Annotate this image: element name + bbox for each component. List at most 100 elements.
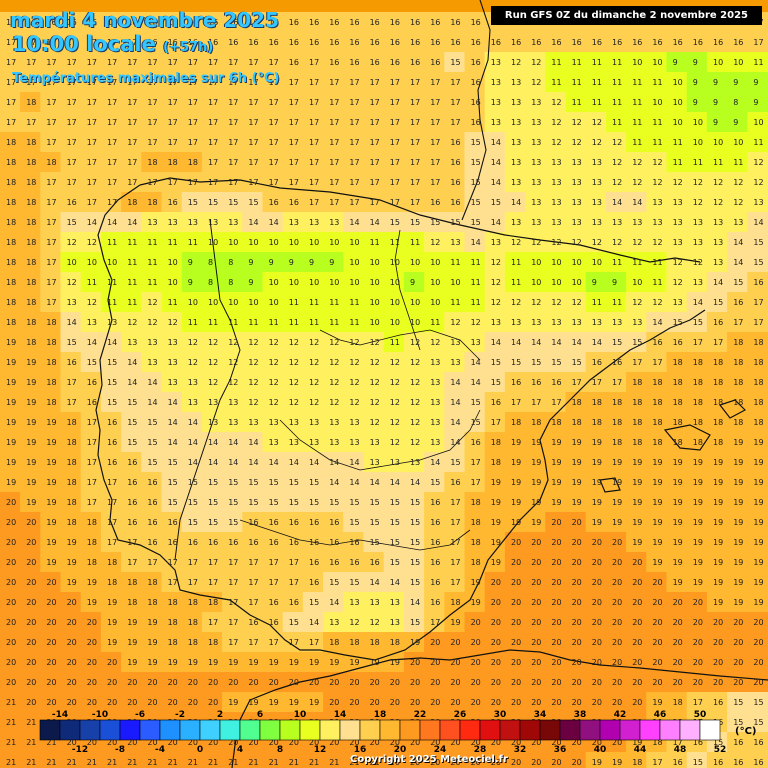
grid-value: 20 <box>329 678 339 687</box>
grid-value: 10 <box>349 258 359 267</box>
legend-label-bottom: 4 <box>237 745 243 755</box>
grid-value: 20 <box>46 678 56 687</box>
grid-value: 9 <box>713 118 718 127</box>
grid-value: 17 <box>329 118 339 127</box>
grid-value: 15 <box>127 418 137 427</box>
shade-cell <box>121 132 143 153</box>
grid-value: 11 <box>572 78 582 87</box>
shade-cell <box>262 72 284 93</box>
grid-value: 13 <box>511 98 521 107</box>
grid-value: 19 <box>491 538 501 547</box>
shade-cell <box>464 132 486 153</box>
grid-value: 20 <box>551 698 561 707</box>
shade-cell <box>302 92 325 113</box>
grid-value: 17 <box>228 598 238 607</box>
grid-value: 17 <box>410 158 420 167</box>
legend-label-bottom: 48 <box>674 745 687 755</box>
grid-value: 20 <box>673 678 683 687</box>
grid-value: 17 <box>127 138 137 147</box>
grid-value: 17 <box>693 338 703 347</box>
grid-value: 13 <box>551 318 561 327</box>
grid-value: 17 <box>693 698 703 707</box>
grid-value: 21 <box>6 718 16 727</box>
grid-value: 17 <box>551 398 561 407</box>
grid-value: 20 <box>693 658 703 667</box>
shade-cell <box>121 112 143 133</box>
grid-value: 15 <box>168 478 178 487</box>
grid-value: 16 <box>309 38 319 47</box>
grid-value: 13 <box>673 238 683 247</box>
shade-cell <box>706 52 729 73</box>
grid-value: 20 <box>693 638 703 647</box>
legend-swatch <box>499 719 521 741</box>
grid-value: 16 <box>430 198 440 207</box>
grid-value: 20 <box>733 678 743 687</box>
grid-value: 16 <box>269 38 279 47</box>
grid-value: 18 <box>632 438 642 447</box>
model-run-info: Run GFS 0Z du dimanche 2 novembre 2025 <box>490 6 762 25</box>
grid-value: 20 <box>87 698 97 707</box>
forecast-date: mardi 4 novembre 2025 <box>10 8 279 32</box>
grid-value: 10 <box>551 258 561 267</box>
grid-value: 18 <box>733 358 743 367</box>
grid-value: 13 <box>430 438 440 447</box>
shade-cell <box>727 112 749 133</box>
grid-value: 17 <box>228 98 238 107</box>
grid-value: 10 <box>673 118 683 127</box>
grid-value: 18 <box>471 558 481 567</box>
grid-value: 20 <box>511 538 521 547</box>
grid-value: 8 <box>733 98 738 107</box>
grid-value: 15 <box>511 358 521 367</box>
grid-value: 10 <box>430 278 440 287</box>
grid-value: 9 <box>410 278 415 287</box>
grid-value: 20 <box>6 618 16 627</box>
legend-label-bottom: 40 <box>594 745 607 755</box>
grid-value: 17 <box>107 518 117 527</box>
grid-value: 20 <box>572 558 582 567</box>
grid-value: 13 <box>329 218 339 227</box>
grid-value: 17 <box>349 178 359 187</box>
shade-cell <box>605 32 628 53</box>
grid-value: 16 <box>228 38 238 47</box>
grid-value: 16 <box>309 18 319 27</box>
grid-value: 9 <box>753 98 758 107</box>
grid-value: 18 <box>26 178 36 187</box>
shade-cell <box>242 92 264 113</box>
grid-value: 19 <box>107 598 117 607</box>
shade-cell <box>464 32 486 53</box>
grid-value: 18 <box>491 458 501 467</box>
grid-value: 16 <box>471 98 481 107</box>
grid-value: 17 <box>248 138 258 147</box>
grid-value: 13 <box>572 178 582 187</box>
grid-value: 20 <box>67 618 77 627</box>
grid-value: 16 <box>733 298 743 307</box>
grid-value: 15 <box>107 358 117 367</box>
grid-value: 19 <box>713 458 723 467</box>
grid-value: 18 <box>450 598 460 607</box>
shade-cell <box>141 72 163 93</box>
grid-value: 14 <box>188 458 198 467</box>
grid-value: 10 <box>329 238 339 247</box>
shade-cell <box>181 12 203 33</box>
grid-value: 12 <box>349 378 359 387</box>
grid-value: 17 <box>188 98 198 107</box>
legend-label-bottom: 44 <box>634 745 647 755</box>
grid-value: 14 <box>188 438 198 447</box>
grid-value: 15 <box>410 558 420 567</box>
grid-value: 15 <box>491 198 501 207</box>
grid-value: 12 <box>269 398 279 407</box>
grid-value: 20 <box>733 618 743 627</box>
grid-value: 10 <box>551 278 561 287</box>
shade-cell <box>383 112 405 133</box>
grid-value: 18 <box>188 618 198 627</box>
grid-value: 11 <box>127 298 137 307</box>
copyright: Copyright 2025 Meteociel.fr <box>350 754 508 765</box>
shade-cell <box>565 112 587 133</box>
grid-value: 19 <box>87 598 97 607</box>
grid-value: 16 <box>329 558 339 567</box>
grid-value: 14 <box>208 458 218 467</box>
grid-value: 15 <box>471 418 481 427</box>
grid-value: 11 <box>147 278 157 287</box>
grid-value: 8 <box>208 258 213 267</box>
grid-value: 15 <box>693 758 703 767</box>
